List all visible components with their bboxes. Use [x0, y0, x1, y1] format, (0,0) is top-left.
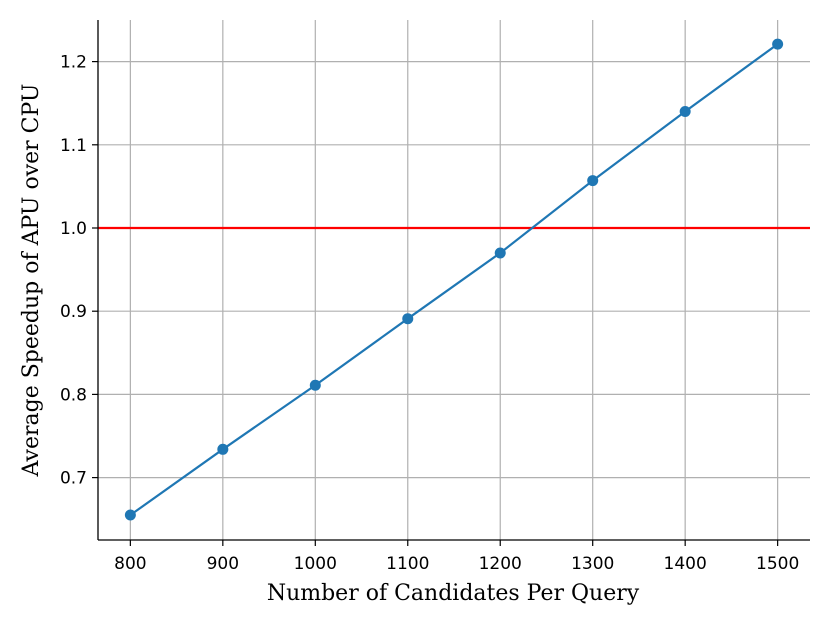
- x-tick-label: 1200: [479, 554, 522, 574]
- data-point: [679, 106, 691, 118]
- y-axis-title: Average Speedup of APU over CPU: [19, 84, 44, 478]
- data-point: [217, 443, 229, 455]
- y-tick-label: 0.8: [60, 385, 87, 405]
- x-axis-title: Number of Candidates Per Query: [267, 581, 640, 606]
- y-tick-label: 0.7: [60, 469, 87, 489]
- data-point: [124, 509, 136, 521]
- series-line: [129, 43, 779, 516]
- data-point: [772, 38, 784, 50]
- data-point: [402, 313, 414, 325]
- x-tick-label: 1100: [386, 554, 429, 574]
- y-tick-label: 0.9: [60, 302, 87, 322]
- x-tick-label: 1300: [571, 554, 614, 574]
- axes: [92, 20, 810, 546]
- x-tick-label: 1400: [664, 554, 707, 574]
- data-point: [309, 379, 321, 391]
- x-tick-label: 1500: [756, 554, 799, 574]
- data-point: [587, 175, 599, 187]
- data-point: [494, 247, 506, 259]
- x-tick-label: 1000: [294, 554, 337, 574]
- y-tick-label: 1.2: [60, 53, 87, 73]
- y-tick-label: 1.1: [60, 136, 87, 156]
- y-tick-label: 1.0: [60, 219, 87, 239]
- tick-labels: 800 900 1000 1100 1200 1300 1400 1500 0.7 0.8 0.9 1…: [60, 53, 799, 574]
- series-group: [124, 38, 784, 521]
- x-tick-label: 900: [207, 554, 239, 574]
- x-tick-label: 800: [114, 554, 146, 574]
